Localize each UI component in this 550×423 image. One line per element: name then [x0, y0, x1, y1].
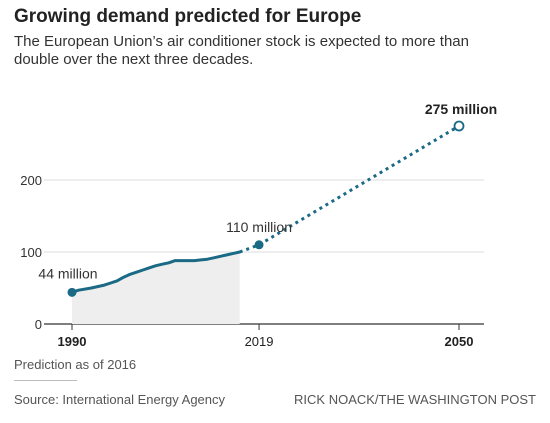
projection-line [239, 124, 460, 254]
historical-area-fill [72, 252, 240, 324]
x-tick-label: 2050 [445, 334, 474, 349]
note-divider [14, 380, 77, 381]
y-tick-label: 200 [20, 173, 42, 188]
annotations: 44 million 110 million 275 million [38, 101, 497, 281]
data-point-marker [67, 287, 77, 297]
x-tick-label: 1990 [58, 334, 87, 349]
data-label: 275 million [425, 101, 497, 117]
prediction-note: Prediction as of 2016 [14, 357, 137, 372]
historical-line [70, 250, 242, 294]
data-point-marker [453, 120, 465, 132]
y-axis-ticks: 0 100 200 [20, 173, 42, 332]
x-tick-label: 2019 [245, 334, 274, 349]
source-line: Source: International Energy Agency [14, 392, 226, 407]
historical-area [72, 252, 240, 324]
chart-title: Growing demand predicted for Europe [14, 6, 362, 27]
data-label: 44 million [38, 265, 97, 281]
series-lines [70, 124, 460, 294]
data-point-marker [254, 240, 264, 250]
chart-subtitle: The European Union’s air conditioner sto… [14, 33, 469, 68]
x-axis-ticks: 1990 2019 2050 [58, 324, 474, 349]
point-markers [67, 120, 465, 297]
credit-line: RICK NOACK/THE WASHINGTON POST [294, 392, 536, 407]
y-tick-label: 0 [35, 317, 42, 332]
y-tick-label: 100 [20, 245, 42, 260]
data-label: 110 million [226, 219, 292, 235]
